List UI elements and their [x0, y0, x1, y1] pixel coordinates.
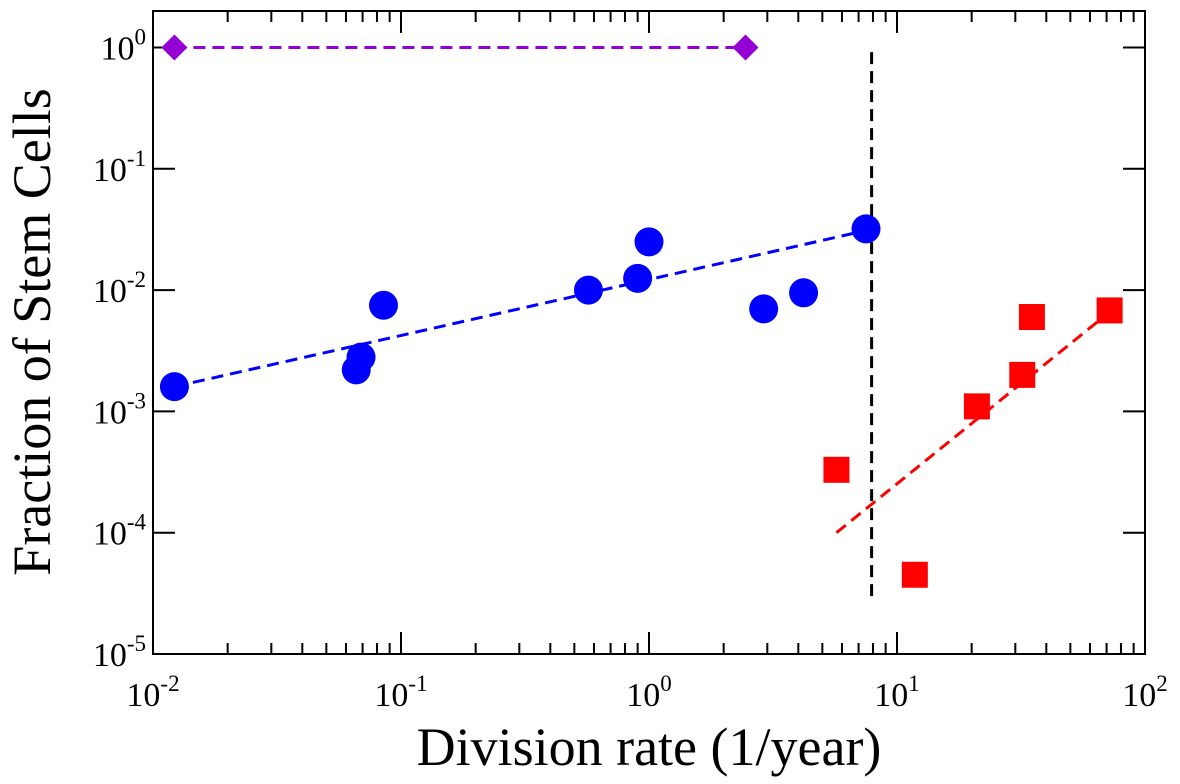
x-tick-label-base: 10	[126, 677, 160, 714]
circle-point	[789, 278, 819, 308]
square-point	[1018, 304, 1045, 331]
y-tick-label-base: 10	[93, 152, 127, 189]
circle-point	[851, 214, 881, 244]
y-tick-label-exponent: -5	[127, 631, 146, 656]
circle-point	[346, 342, 376, 372]
circle-point	[749, 294, 779, 324]
y-tick-label-base: 10	[93, 273, 127, 310]
y-tick-label: 10-4	[93, 510, 147, 553]
x-tick-label-base: 10	[1122, 677, 1156, 714]
reference-lines	[174, 46, 1111, 597]
y-tick-label: 10-3	[93, 388, 146, 431]
plot-frame	[152, 10, 1146, 655]
y-tick-label-base: 10	[93, 516, 127, 553]
square-point	[901, 561, 928, 588]
square-point	[823, 456, 850, 483]
x-tick-label-base: 10	[874, 677, 908, 714]
x-tick-label: 10-2	[126, 671, 179, 714]
x-tick-label-exponent: -2	[160, 671, 179, 696]
circle-point	[159, 372, 189, 402]
axis-ticks	[152, 11, 1146, 655]
y-tick-label-exponent: -4	[127, 510, 147, 535]
x-tick-label-base: 10	[626, 677, 660, 714]
x-tick-label: 102	[1122, 671, 1168, 714]
y-tick-label: 100	[101, 25, 147, 68]
x-tick-label-exponent: 2	[1156, 671, 1168, 696]
x-tick-label-exponent: 1	[908, 671, 920, 696]
x-tick-label-exponent: 0	[660, 671, 672, 696]
x-axis-title: Division rate (1/year)	[417, 717, 882, 777]
x-tick-label-base: 10	[374, 677, 408, 714]
y-tick-label: 10-2	[93, 267, 146, 310]
diamond-point	[732, 34, 759, 61]
x-tick-label: 10-1	[374, 671, 427, 714]
circle-point	[634, 227, 664, 257]
y-axis-title: Fraction of Stem Cells	[2, 88, 62, 575]
y-tick-label-exponent: -2	[127, 267, 146, 292]
y-tick-label-exponent: -3	[127, 388, 146, 413]
y-tick-label: 10-5	[93, 631, 146, 674]
square-point	[963, 393, 990, 420]
y-tick-label: 10-1	[93, 146, 146, 189]
circle-point	[573, 275, 603, 305]
circle-point	[623, 263, 653, 293]
data-marks	[159, 34, 1123, 588]
y-tick-label-base: 10	[93, 637, 127, 674]
y-tick-label-base: 10	[93, 394, 127, 431]
square-point	[1096, 297, 1123, 324]
x-tick-label: 101	[874, 671, 920, 714]
x-tick-label: 100	[626, 671, 672, 714]
y-tick-label-exponent: -1	[127, 146, 146, 171]
y-tick-label-exponent: 0	[135, 25, 147, 50]
dashed-fit-line	[174, 229, 867, 389]
dashed-fit-line	[835, 310, 1111, 534]
circle-point	[368, 290, 398, 320]
y-tick-label-base: 10	[101, 31, 135, 68]
diamond-point	[161, 34, 188, 61]
square-point	[1009, 361, 1036, 388]
x-tick-label-exponent: -1	[408, 671, 427, 696]
